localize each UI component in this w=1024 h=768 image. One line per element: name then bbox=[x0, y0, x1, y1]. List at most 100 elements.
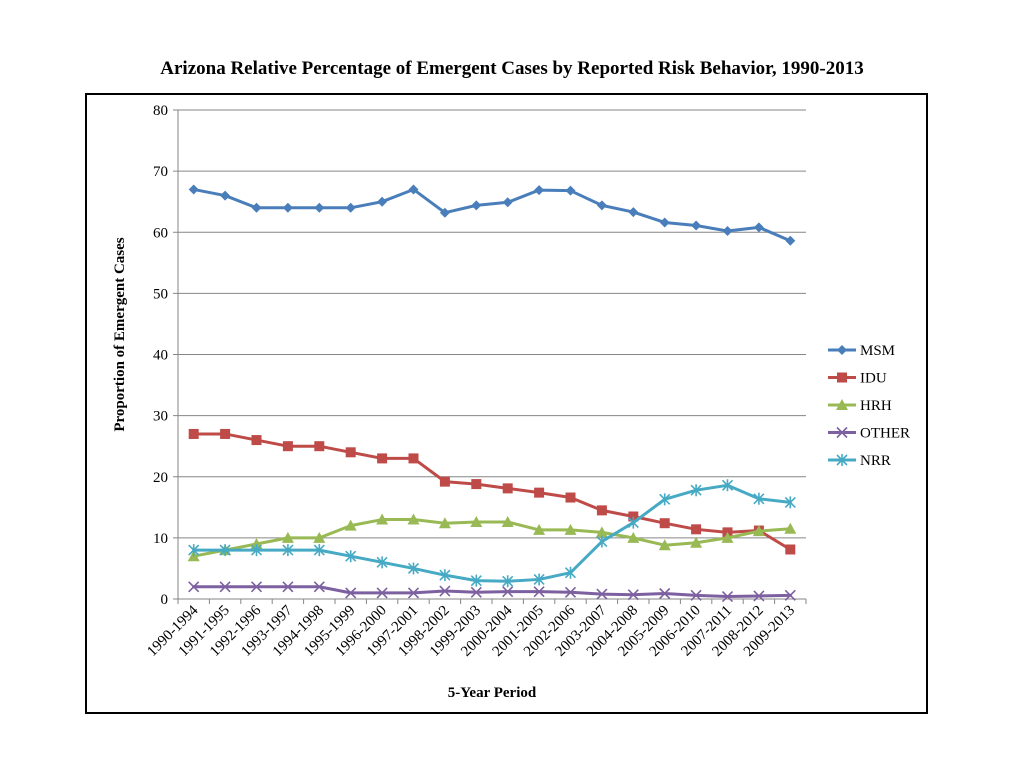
y-tick-label: 10 bbox=[153, 531, 168, 547]
y-tick-label: 40 bbox=[153, 348, 168, 364]
data-point-hrh bbox=[564, 523, 577, 535]
data-point-nrr bbox=[219, 544, 231, 557]
data-point-nrr bbox=[502, 575, 514, 588]
data-point-idu bbox=[220, 428, 231, 439]
legend-marker-msm bbox=[837, 345, 847, 355]
legend-label-other: OTHER bbox=[860, 426, 910, 442]
legend-marker-nrr bbox=[836, 454, 848, 466]
data-point-msm bbox=[753, 222, 764, 233]
data-point-other bbox=[502, 586, 514, 598]
y-tick-label: 70 bbox=[153, 164, 168, 180]
data-point-hrh bbox=[784, 522, 797, 534]
series-line-other bbox=[192, 585, 792, 599]
y-tick-label: 50 bbox=[153, 286, 168, 302]
data-point-nrr bbox=[345, 550, 357, 563]
data-point-hrh bbox=[407, 513, 420, 525]
data-point-msm bbox=[251, 202, 262, 213]
y-tick-label: 0 bbox=[161, 592, 169, 608]
data-point-other bbox=[470, 586, 482, 598]
data-point-msm bbox=[408, 184, 419, 195]
data-point-msm bbox=[345, 202, 356, 213]
data-point-idu bbox=[691, 524, 702, 535]
data-point-msm bbox=[659, 217, 670, 228]
data-point-hrh bbox=[438, 517, 451, 529]
data-point-idu bbox=[439, 476, 450, 487]
data-point-idu bbox=[314, 441, 325, 452]
data-point-idu bbox=[471, 479, 482, 490]
data-point-idu bbox=[408, 453, 419, 464]
data-point-nrr bbox=[659, 493, 671, 506]
data-point-other bbox=[188, 581, 200, 593]
series-line-nrr bbox=[192, 483, 792, 583]
legend-label-idu: IDU bbox=[860, 371, 887, 387]
data-point-nrr bbox=[376, 556, 388, 569]
data-point-other bbox=[659, 587, 671, 600]
data-point-msm bbox=[314, 202, 325, 213]
legend-marker-idu bbox=[837, 372, 847, 383]
data-point-nrr bbox=[407, 562, 420, 575]
data-point-msm bbox=[282, 202, 293, 213]
y-tick-label: 20 bbox=[153, 470, 168, 486]
data-point-idu bbox=[188, 428, 199, 439]
data-point-idu bbox=[659, 518, 670, 529]
data-point-hrh bbox=[533, 523, 546, 535]
data-point-other bbox=[627, 589, 639, 601]
data-point-idu bbox=[628, 511, 639, 522]
data-point-msm bbox=[691, 220, 702, 231]
data-point-other bbox=[219, 581, 231, 593]
data-point-other bbox=[690, 589, 702, 601]
data-point-idu bbox=[345, 447, 356, 458]
data-point-nrr bbox=[470, 574, 482, 587]
data-point-hrh bbox=[376, 513, 389, 525]
data-point-hrh bbox=[344, 519, 357, 531]
data-point-nrr bbox=[313, 544, 325, 557]
data-point-nrr bbox=[533, 573, 545, 586]
data-point-msm bbox=[628, 207, 639, 218]
data-point-msm bbox=[439, 207, 450, 218]
data-point-other bbox=[282, 581, 294, 593]
data-point-other bbox=[376, 587, 388, 599]
series-line-idu bbox=[192, 432, 792, 551]
data-point-hrh bbox=[281, 531, 294, 543]
data-point-nrr bbox=[188, 544, 200, 557]
data-point-other bbox=[439, 585, 451, 597]
legend-label-nrr: NRR bbox=[860, 453, 891, 469]
data-point-idu bbox=[377, 453, 388, 464]
data-point-other bbox=[250, 581, 263, 593]
data-point-idu bbox=[251, 435, 262, 446]
data-point-msm bbox=[722, 226, 733, 237]
legend-marker-hrh bbox=[836, 399, 848, 410]
legend-label-msm: MSM bbox=[860, 343, 895, 359]
data-point-nrr bbox=[784, 496, 796, 509]
data-point-nrr bbox=[250, 544, 263, 557]
legend-marker-other bbox=[836, 426, 848, 439]
data-point-other bbox=[313, 581, 325, 593]
data-point-other bbox=[345, 587, 357, 599]
data-point-msm bbox=[596, 200, 607, 211]
data-point-msm bbox=[377, 196, 388, 207]
data-point-idu bbox=[596, 505, 607, 516]
x-axis-title: 5-Year Period bbox=[448, 685, 537, 701]
data-point-hrh bbox=[501, 515, 514, 527]
data-point-nrr bbox=[439, 569, 451, 582]
data-point-hrh bbox=[470, 515, 483, 527]
data-point-hrh bbox=[658, 539, 671, 551]
data-point-idu bbox=[565, 492, 576, 503]
series-line-hrh bbox=[192, 518, 792, 558]
data-point-msm bbox=[565, 185, 576, 196]
y-tick-label: 80 bbox=[153, 103, 168, 119]
data-point-hrh bbox=[690, 536, 703, 548]
data-point-msm bbox=[534, 185, 545, 196]
data-point-msm bbox=[502, 197, 513, 208]
data-point-hrh bbox=[313, 531, 326, 543]
data-point-msm bbox=[188, 184, 199, 195]
chart-title: Arizona Relative Percentage of Emergent … bbox=[160, 58, 864, 79]
data-point-other bbox=[533, 586, 545, 598]
data-point-nrr bbox=[627, 516, 639, 529]
data-point-idu bbox=[785, 544, 796, 555]
series-line-msm bbox=[192, 187, 792, 243]
data-point-hrh bbox=[595, 526, 608, 538]
data-point-msm bbox=[220, 190, 231, 201]
